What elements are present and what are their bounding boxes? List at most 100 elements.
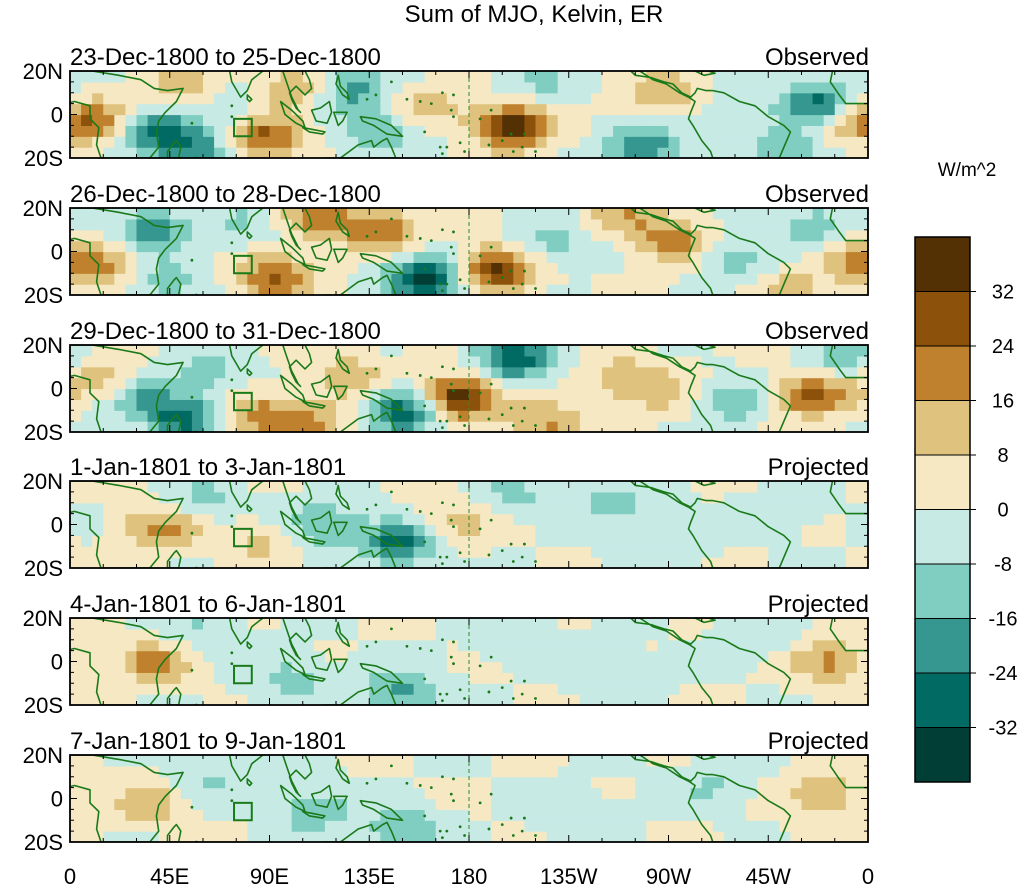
field-cell <box>103 240 115 253</box>
field-cell <box>103 650 115 663</box>
field-cell <box>845 820 858 832</box>
field-cell <box>513 694 526 705</box>
field-cell <box>70 71 82 83</box>
x-tick-label: 0 <box>862 864 874 889</box>
y-tick-label: 0 <box>51 513 63 538</box>
field-cell <box>369 650 381 663</box>
field-cell <box>590 831 603 842</box>
field-cell <box>214 809 226 821</box>
field-cell <box>391 618 404 630</box>
field-cell <box>214 481 226 493</box>
field-cell <box>435 262 448 274</box>
field-cell <box>823 81 836 94</box>
field-cell <box>136 776 149 789</box>
coastline <box>359 799 404 822</box>
field-cell <box>81 421 93 432</box>
field-cell <box>280 765 293 778</box>
field-cell <box>635 798 647 810</box>
field-cell <box>568 125 581 137</box>
field-cell <box>579 208 592 220</box>
field-cell <box>801 765 814 778</box>
field-cell <box>258 366 271 379</box>
field-cell <box>613 661 625 673</box>
field-cell <box>81 251 93 263</box>
field-cell <box>469 502 481 515</box>
field-cell <box>746 776 758 789</box>
field-cell <box>258 661 271 673</box>
field-cell <box>369 502 381 515</box>
field-cell <box>114 776 127 789</box>
field-cell <box>114 672 127 684</box>
field-cell <box>690 683 703 695</box>
field-cell <box>214 661 226 673</box>
island-dot <box>441 91 444 95</box>
field-cell <box>856 661 868 673</box>
field-cell <box>169 366 182 379</box>
field-cell <box>668 798 681 810</box>
field-cell <box>723 377 736 390</box>
field-cell <box>701 355 714 368</box>
field-cell <box>646 273 659 285</box>
field-cell <box>491 410 503 422</box>
field-cell <box>602 650 614 663</box>
field-cell <box>834 136 847 148</box>
field-cell <box>214 114 226 126</box>
field-cell <box>435 71 448 83</box>
field-cell <box>324 136 337 148</box>
field-cell <box>779 377 792 390</box>
field-cell <box>834 125 847 137</box>
field-cell <box>313 694 326 705</box>
field-cell <box>746 240 758 253</box>
field-cell <box>757 71 769 83</box>
field-cell <box>790 557 803 568</box>
island-dot <box>449 382 453 386</box>
field-cell <box>723 218 736 231</box>
field-cell <box>480 628 492 641</box>
field-cell <box>203 672 215 684</box>
field-cell <box>258 71 271 83</box>
field-cell <box>790 136 803 148</box>
field-cell <box>225 776 237 789</box>
y-tick-label: 20N <box>23 59 63 84</box>
field-cell <box>402 208 415 220</box>
field-cell <box>191 71 204 83</box>
field-cell <box>147 388 160 400</box>
coastline <box>281 618 313 661</box>
island-dot <box>523 679 526 683</box>
field-cell <box>136 273 149 285</box>
field-cell <box>336 125 348 137</box>
field-cell <box>657 765 670 778</box>
field-cell <box>92 345 104 357</box>
field-cell <box>347 765 359 778</box>
field-cell <box>469 618 481 630</box>
colorbar-tick-label: 16 <box>992 391 1014 413</box>
y-tick-label: 20S <box>24 420 63 445</box>
coastline <box>321 411 397 432</box>
field-cell <box>313 650 326 663</box>
island-dot <box>374 640 378 644</box>
field-cell <box>590 345 603 357</box>
field-cell <box>358 535 370 547</box>
field-cell <box>590 694 603 705</box>
field-cell <box>823 92 836 105</box>
field-cell <box>291 820 304 832</box>
field-cell <box>668 502 681 515</box>
field-cell <box>169 661 182 673</box>
field-cell <box>347 502 359 515</box>
field-cell <box>147 618 160 630</box>
field-cell <box>114 366 127 379</box>
field-cell <box>646 71 659 83</box>
field-cell <box>336 377 348 390</box>
field-cell <box>169 208 182 220</box>
field-cell <box>369 672 381 684</box>
field-cell <box>480 661 492 673</box>
colorbar-tick-label: -16 <box>989 609 1018 631</box>
field-cell <box>613 831 625 842</box>
field-cell <box>236 103 248 116</box>
field-cell <box>391 229 404 242</box>
field-cell <box>347 366 359 379</box>
field-cell <box>701 251 714 263</box>
field-cell <box>92 81 104 94</box>
island-dot <box>452 777 455 781</box>
